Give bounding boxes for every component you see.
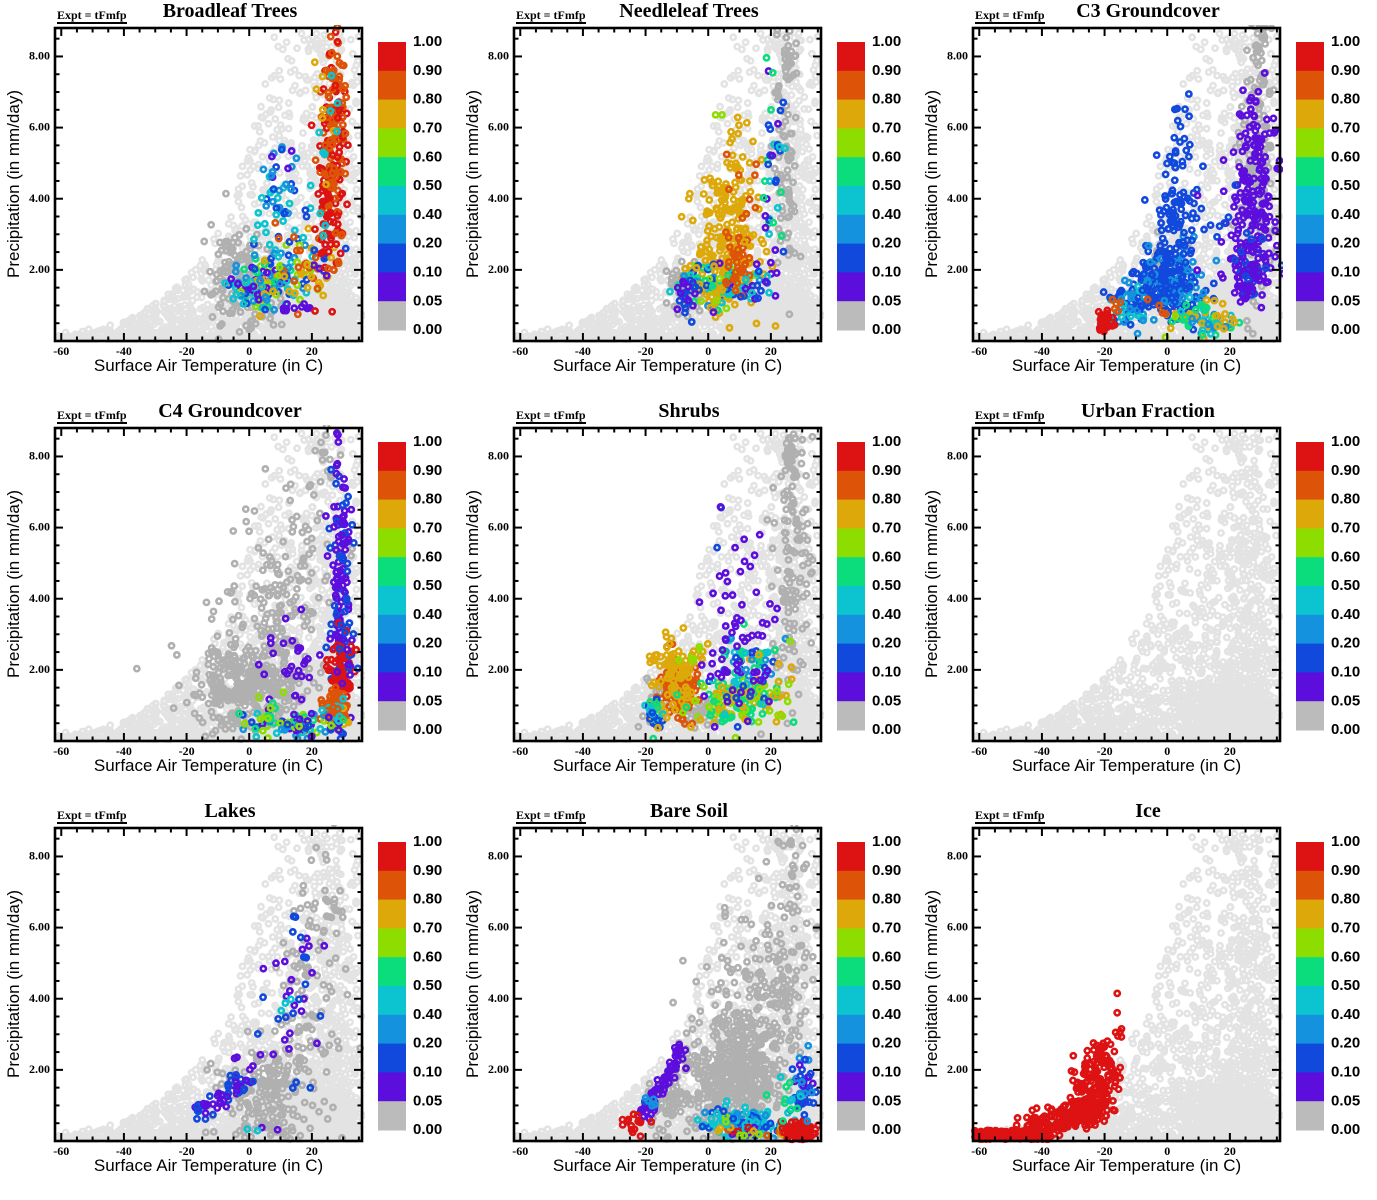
y-axis-label: Precipitation (in mm/day) bbox=[463, 89, 482, 279]
panel-title: C3 Groundcover bbox=[1076, 0, 1220, 22]
scatter-canvas-bare-soil bbox=[459, 800, 918, 1200]
panel-title: Lakes bbox=[204, 800, 256, 822]
x-axis-label: Surface Air Temperature (in C) bbox=[552, 356, 783, 375]
scatter-canvas-urban-fraction bbox=[918, 400, 1377, 800]
x-axis-label: Surface Air Temperature (in C) bbox=[1011, 756, 1242, 775]
panel-broadleaf-trees: Broadleaf Trees Expt = tFmfp Surface Air… bbox=[0, 0, 459, 400]
scatter-canvas-c4-groundcover bbox=[0, 400, 459, 800]
x-axis-label: Surface Air Temperature (in C) bbox=[552, 1156, 783, 1175]
panel-needleleaf-trees: Needleleaf Trees Expt = tFmfp Surface Ai… bbox=[459, 0, 918, 400]
y-axis-label: Precipitation (in mm/day) bbox=[4, 89, 23, 279]
scatter-canvas-c3-groundcover bbox=[918, 0, 1377, 400]
scatter-canvas-needleleaf-trees bbox=[459, 0, 918, 400]
panel-title: Ice bbox=[1135, 800, 1161, 822]
panel-title: Shrubs bbox=[658, 400, 720, 422]
scatter-canvas-lakes bbox=[0, 800, 459, 1200]
x-axis-label: Surface Air Temperature (in C) bbox=[1011, 356, 1242, 375]
y-axis-label: Precipitation (in mm/day) bbox=[463, 889, 482, 1079]
experiment-annotation: Expt = tFmfp bbox=[57, 808, 127, 824]
panel-ice: Ice Expt = tFmfp Surface Air Temperature… bbox=[918, 800, 1377, 1200]
y-axis-label: Precipitation (in mm/day) bbox=[922, 89, 941, 279]
y-axis-label: Precipitation (in mm/day) bbox=[463, 489, 482, 679]
panel-shrubs: Shrubs Expt = tFmfp Surface Air Temperat… bbox=[459, 400, 918, 800]
y-axis-label: Precipitation (in mm/day) bbox=[922, 489, 941, 679]
experiment-annotation: Expt = tFmfp bbox=[57, 8, 127, 24]
panel-title: Bare Soil bbox=[650, 800, 728, 822]
scatter-canvas-shrubs bbox=[459, 400, 918, 800]
experiment-annotation: Expt = tFmfp bbox=[975, 808, 1045, 824]
y-axis-label: Precipitation (in mm/day) bbox=[4, 489, 23, 679]
experiment-annotation: Expt = tFmfp bbox=[975, 408, 1045, 424]
x-axis-label: Surface Air Temperature (in C) bbox=[1011, 1156, 1242, 1175]
panel-lakes: Lakes Expt = tFmfp Surface Air Temperatu… bbox=[0, 800, 459, 1200]
experiment-annotation: Expt = tFmfp bbox=[516, 8, 586, 24]
panel-title: C4 Groundcover bbox=[158, 400, 302, 422]
x-axis-label: Surface Air Temperature (in C) bbox=[93, 356, 324, 375]
y-axis-label: Precipitation (in mm/day) bbox=[4, 889, 23, 1079]
panel-title: Needleleaf Trees bbox=[619, 0, 759, 22]
x-axis-label: Surface Air Temperature (in C) bbox=[552, 756, 783, 775]
panel-c3-groundcover: C3 Groundcover Expt = tFmfp Surface Air … bbox=[918, 0, 1377, 400]
y-axis-label: Precipitation (in mm/day) bbox=[922, 889, 941, 1079]
panel-urban-fraction: Urban Fraction Expt = tFmfp Surface Air … bbox=[918, 400, 1377, 800]
panel-c4-groundcover: C4 Groundcover Expt = tFmfp Surface Air … bbox=[0, 400, 459, 800]
experiment-annotation: Expt = tFmfp bbox=[975, 8, 1045, 24]
scatter-canvas-broadleaf-trees bbox=[0, 0, 459, 400]
x-axis-label: Surface Air Temperature (in C) bbox=[93, 1156, 324, 1175]
experiment-annotation: Expt = tFmfp bbox=[57, 408, 127, 424]
panel-title: Broadleaf Trees bbox=[162, 0, 298, 22]
panel-bare-soil: Bare Soil Expt = tFmfp Surface Air Tempe… bbox=[459, 800, 918, 1200]
x-axis-label: Surface Air Temperature (in C) bbox=[93, 756, 324, 775]
experiment-annotation: Expt = tFmfp bbox=[516, 408, 586, 424]
scatter-canvas-ice bbox=[918, 800, 1377, 1200]
panel-title: Urban Fraction bbox=[1081, 400, 1215, 422]
experiment-annotation: Expt = tFmfp bbox=[516, 808, 586, 824]
